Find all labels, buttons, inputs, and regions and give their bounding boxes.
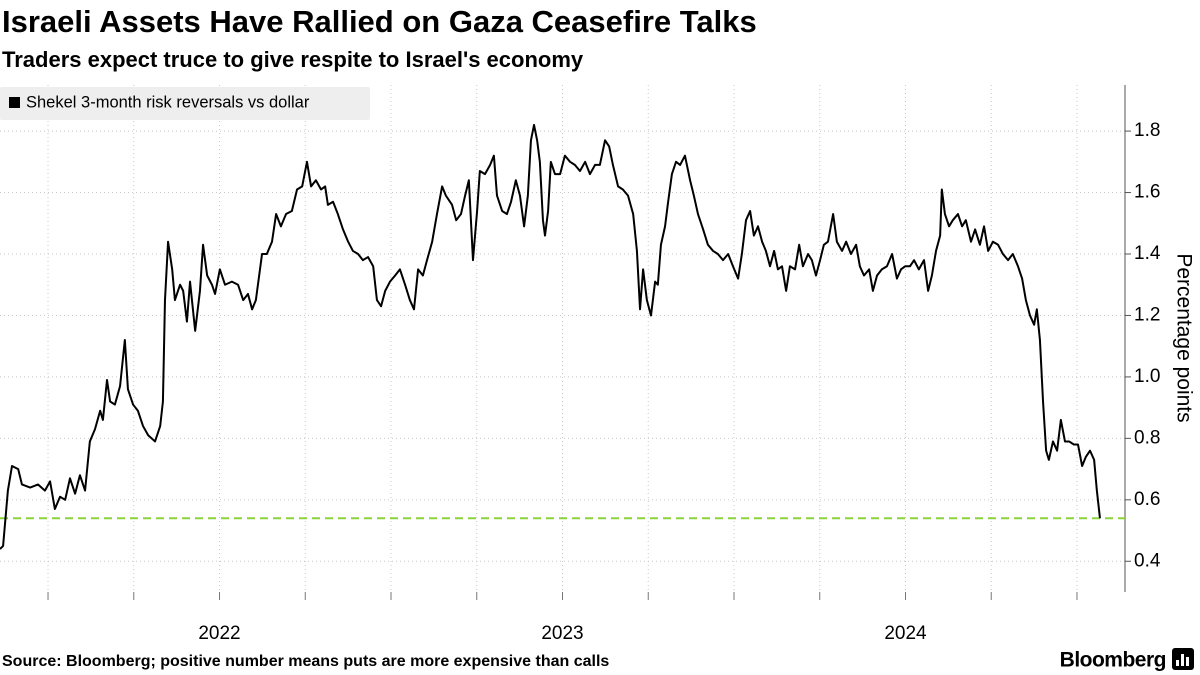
- data-line: [0, 123, 1101, 550]
- x-tick-label: 2022: [198, 623, 240, 644]
- brand: Bloomberg: [1060, 649, 1166, 672]
- x-tick-label: 2023: [541, 623, 583, 644]
- chart-title: Israeli Assets Have Rallied on Gaza Ceas…: [2, 4, 757, 39]
- legend-box: [0, 87, 370, 120]
- grid: [0, 85, 1125, 600]
- legend-swatch: [9, 97, 20, 108]
- y-tick-label: 1.4: [1134, 243, 1161, 264]
- chart-subtitle: Traders expect truce to give respite to …: [2, 47, 584, 72]
- brand-icon: [1172, 648, 1194, 670]
- y-tick-label: 0.8: [1134, 427, 1160, 448]
- y-tick-label: 1.6: [1134, 182, 1160, 203]
- x-tick-label: 2024: [884, 623, 927, 644]
- y-tick-label: 0.4: [1134, 550, 1161, 571]
- y-axis-label: Percentage points: [1172, 253, 1195, 422]
- source-note: Source: Bloomberg; positive number means…: [2, 653, 609, 670]
- y-tick-label: 1.0: [1134, 366, 1160, 387]
- y-tick-label: 1.2: [1134, 304, 1160, 325]
- y-tick-label: 0.6: [1134, 489, 1160, 510]
- legend-label: Shekel 3-month risk reversals vs dollar: [26, 93, 310, 111]
- y-tick-label: 1.8: [1134, 120, 1160, 141]
